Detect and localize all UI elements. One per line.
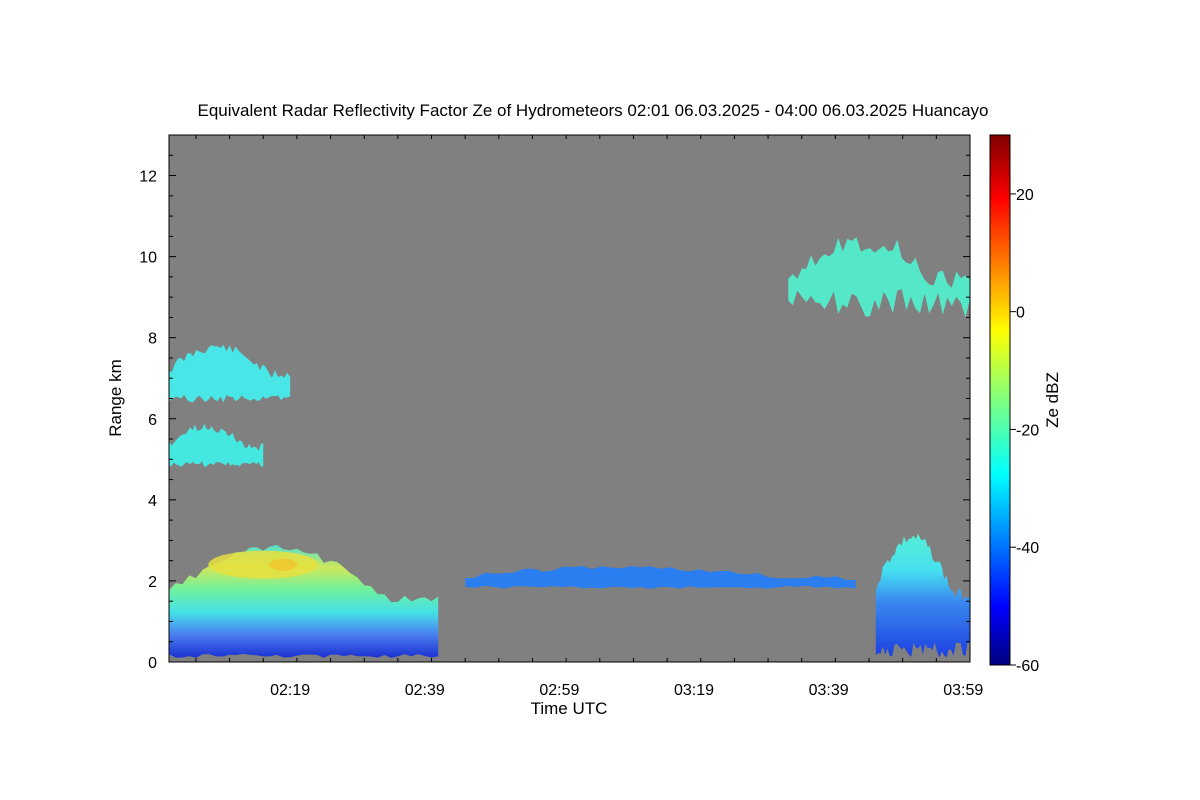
chart-title: Equivalent Radar Reflectivity Factor Ze … <box>198 101 989 120</box>
colorbar-tick-label: -20 <box>1016 422 1039 439</box>
colorbar-ticks: -60 -40 -20 0 20 <box>1010 187 1039 675</box>
echo-low-cloud-end <box>875 533 970 658</box>
y-axis-label: Range km <box>106 359 125 436</box>
colorbar <box>989 134 1011 666</box>
x-axis-ticks: 02:19 02:39 02:59 03:19 03:39 03:59 <box>195 135 983 699</box>
y-tick-label: 6 <box>148 412 157 429</box>
y-tick-label: 2 <box>148 574 157 591</box>
x-tick-label: 02:19 <box>270 682 310 699</box>
y-tick-label: 4 <box>148 493 157 510</box>
y-axis-ticks: 0 2 4 6 8 10 12 <box>139 134 970 672</box>
echo-core-peak <box>269 558 298 571</box>
colorbar-tick-label: -40 <box>1016 540 1039 557</box>
colorbar-tick-label: 20 <box>1016 187 1034 204</box>
x-tick-label: 02:39 <box>405 682 445 699</box>
y-tick-label: 10 <box>139 250 157 267</box>
x-tick-label: 03:59 <box>943 682 983 699</box>
colorbar-tick-label: -60 <box>1016 658 1039 675</box>
y-tick-label: 0 <box>148 655 157 672</box>
echo-layer <box>169 237 970 658</box>
echo-mid-layer-1 <box>169 345 291 403</box>
y-tick-label: 8 <box>148 331 157 348</box>
colorbar-label: Ze dBZ <box>1043 372 1062 428</box>
echo-mid-layer-2 <box>169 423 264 467</box>
echo-core-max <box>208 550 319 579</box>
x-tick-label: 03:19 <box>674 682 714 699</box>
y-tick-label: 12 <box>139 169 157 186</box>
x-axis-label: Time UTC <box>531 699 608 718</box>
x-tick-label: 03:39 <box>809 682 849 699</box>
echo-thin-layer-2km <box>465 566 856 589</box>
x-tick-label: 02:59 <box>539 682 579 699</box>
colorbar-tick-label: 0 <box>1016 305 1025 322</box>
echo-upper-cirrus <box>788 237 970 318</box>
